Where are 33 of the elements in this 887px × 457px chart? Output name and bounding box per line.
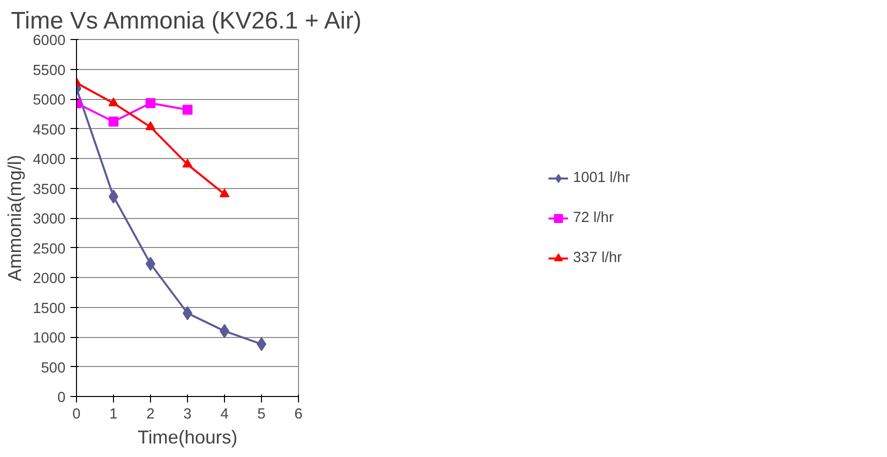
x-axis-title: Time(hours) [138,426,238,448]
point [182,158,192,168]
y-tick-label: 4000 [32,152,66,168]
x-tick-label: 3 [183,406,192,422]
point [182,104,192,115]
x-tick-label: 5 [257,406,266,422]
point [146,121,156,130]
point [108,116,118,127]
y-tick-label: 500 [41,360,66,376]
y-tick-label: 4500 [32,122,66,138]
y-tick-label: 0 [57,390,66,406]
y-tick-label: 2500 [32,241,66,258]
y-tick-label: 1000 [32,330,66,346]
y-axis-title: Ammonia(mg/l) [4,154,25,282]
y-tick-label: 6000 [32,33,66,49]
x-tick-label: 4 [220,406,229,422]
point [220,188,230,198]
legend-label: 1001 l/hr [572,170,630,186]
point [146,98,156,108]
y-tick-label: 5000 [32,92,66,108]
x-tick-label: 2 [146,406,155,422]
chart-title: Time Vs Ammonia (KV26.1 + Air) [10,8,362,34]
y-tick-label: 5500 [32,62,66,79]
x-tick-label: 1 [109,406,118,422]
y-tick-label: 3000 [32,212,66,228]
legend-label: 337 l/hr [572,250,622,266]
y-tick-label: 1500 [32,300,66,317]
legend-label: 72 l/hr [572,210,614,226]
y-tick-label: 2000 [32,271,66,287]
x-tick-label: 0 [72,406,81,422]
point [108,97,118,106]
x-tick-label: 6 [294,406,303,422]
y-tick-label: 3500 [32,182,66,198]
